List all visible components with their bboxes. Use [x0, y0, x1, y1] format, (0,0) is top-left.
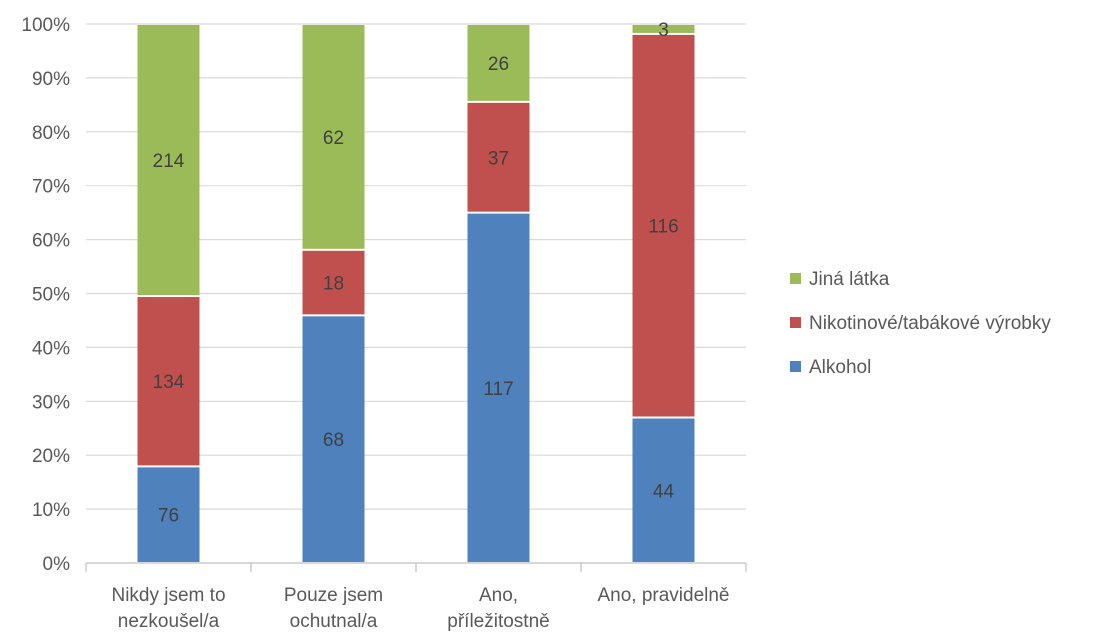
bar-segment	[302, 250, 365, 315]
data-label: 134	[153, 372, 185, 393]
legend-label: Nikotinové/tabákové výrobky	[809, 313, 1051, 334]
bar-segment	[302, 25, 365, 249]
x-category-label: nezkoušel/a	[118, 611, 220, 632]
y-tick-label: 0%	[43, 554, 71, 575]
legend-label: Alkohol	[809, 357, 871, 378]
x-category-label: Ano, pravidelně	[597, 585, 729, 606]
y-tick-label: 100%	[21, 15, 70, 36]
data-label: 3	[658, 20, 669, 41]
y-tick-label: 90%	[32, 69, 70, 90]
bar-segment	[467, 213, 530, 562]
data-label: 62	[323, 128, 344, 149]
bar-segment	[137, 297, 200, 466]
bar-segment	[467, 25, 530, 101]
bar-segment	[632, 418, 695, 562]
bar-segment	[632, 25, 695, 33]
x-category-label: Pouze jsem	[284, 585, 383, 606]
legend-swatch	[790, 361, 801, 372]
x-category-label: Ano,	[479, 585, 518, 606]
data-label: 76	[158, 506, 179, 527]
y-axis: 0% 10% 20% 30% 40% 50% 60% 70% 80% 90% 100%	[21, 15, 70, 575]
y-tick-label: 80%	[32, 123, 70, 144]
data-label: 214	[153, 151, 185, 172]
x-category-label: Nikdy jsem to	[111, 585, 225, 606]
legend-label: Jiná látka	[809, 269, 890, 290]
x-category-label: ochutnal/a	[290, 611, 378, 632]
data-label: 68	[323, 430, 344, 451]
x-axis: Nikdy jsem to nezkoušel/a Pouze jsem ochutn…	[85, 562, 747, 632]
y-tick-label: 40%	[32, 338, 70, 359]
bar-segment	[137, 25, 200, 296]
y-tick-label: 20%	[32, 446, 70, 467]
data-label: 26	[488, 54, 509, 75]
y-tick-label: 30%	[32, 392, 70, 413]
bars: 76 134 214 68 18 62 117 37 26 44 116 3	[137, 20, 695, 562]
y-tick-label: 70%	[32, 177, 70, 198]
legend-swatch	[790, 273, 801, 284]
y-tick-label: 50%	[32, 285, 70, 306]
y-tick-label: 60%	[32, 231, 70, 252]
y-tick-label: 10%	[32, 500, 70, 521]
bar-segment	[632, 34, 695, 417]
data-label: 37	[488, 148, 509, 169]
bar-segment	[302, 316, 365, 562]
legend-swatch	[790, 317, 801, 328]
data-label: 116	[648, 217, 678, 238]
legend: Jiná látka Nikotinové/tabákové výrobky Alk…	[790, 269, 1051, 378]
bar-segment	[137, 467, 200, 562]
data-label: 117	[483, 379, 513, 400]
data-label: 18	[323, 274, 344, 295]
x-category-label: příležitostně	[447, 611, 549, 632]
bar-segment	[467, 102, 530, 212]
data-label: 44	[653, 481, 675, 502]
